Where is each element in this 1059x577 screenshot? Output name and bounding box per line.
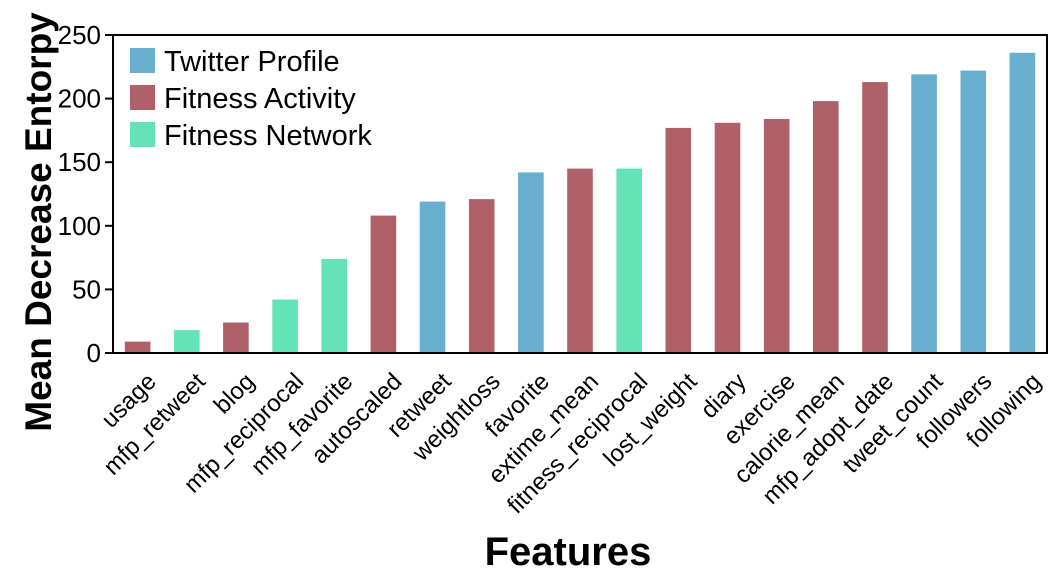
y-tick-label: 250 bbox=[58, 20, 101, 50]
bar-exercise bbox=[763, 119, 790, 353]
bar-following bbox=[1009, 52, 1036, 354]
y-axis-title: Mean Decrease Entorpy bbox=[18, 12, 59, 432]
bar-mfp-reciprocal bbox=[272, 299, 298, 353]
plot-frame bbox=[112, 34, 1048, 354]
bar-fitness-reciprocal bbox=[616, 168, 642, 353]
bar-extime-mean bbox=[567, 168, 593, 353]
x-axis-category-labels: usagemfp_retweetblogmfp_reciprocalmfp_fa… bbox=[96, 368, 1046, 519]
legend-label: Fitness Network bbox=[164, 120, 372, 152]
legend: Twitter Profile Fitness Activity Fitness N… bbox=[130, 46, 372, 152]
bar-diary bbox=[714, 122, 741, 353]
y-tick-label: 50 bbox=[72, 274, 101, 304]
legend-label: Fitness Activity bbox=[164, 83, 356, 115]
x-axis-title: Features bbox=[485, 530, 652, 574]
legend-label: Twitter Profile bbox=[164, 46, 340, 78]
bar-usage bbox=[124, 341, 151, 353]
bar-mfp-retweet bbox=[174, 330, 200, 353]
bar-retweet bbox=[419, 201, 446, 353]
legend-swatch bbox=[130, 48, 155, 73]
y-tick-label: 0 bbox=[87, 338, 101, 368]
bar-favorite bbox=[518, 172, 544, 353]
bar-mfp-adopt-date bbox=[862, 82, 888, 353]
bar-mfp-favorite bbox=[321, 258, 347, 353]
bar-blog bbox=[223, 322, 249, 353]
y-axis-ticks: 0 50 100 150 200 250 bbox=[58, 20, 113, 368]
y-tick-label: 150 bbox=[58, 147, 101, 177]
bars-layer bbox=[124, 52, 1036, 354]
bar-lost-weight bbox=[665, 127, 692, 354]
bar-calorie-mean bbox=[813, 101, 839, 353]
bar-followers bbox=[960, 70, 987, 353]
y-tick-label: 100 bbox=[58, 211, 101, 241]
legend-swatch bbox=[130, 122, 155, 147]
legend-swatch bbox=[130, 85, 155, 110]
bar-weightloss bbox=[468, 199, 495, 353]
bar-autoscaled bbox=[370, 215, 397, 353]
y-tick-label: 200 bbox=[58, 84, 101, 114]
bar-tweet-count bbox=[911, 74, 937, 354]
